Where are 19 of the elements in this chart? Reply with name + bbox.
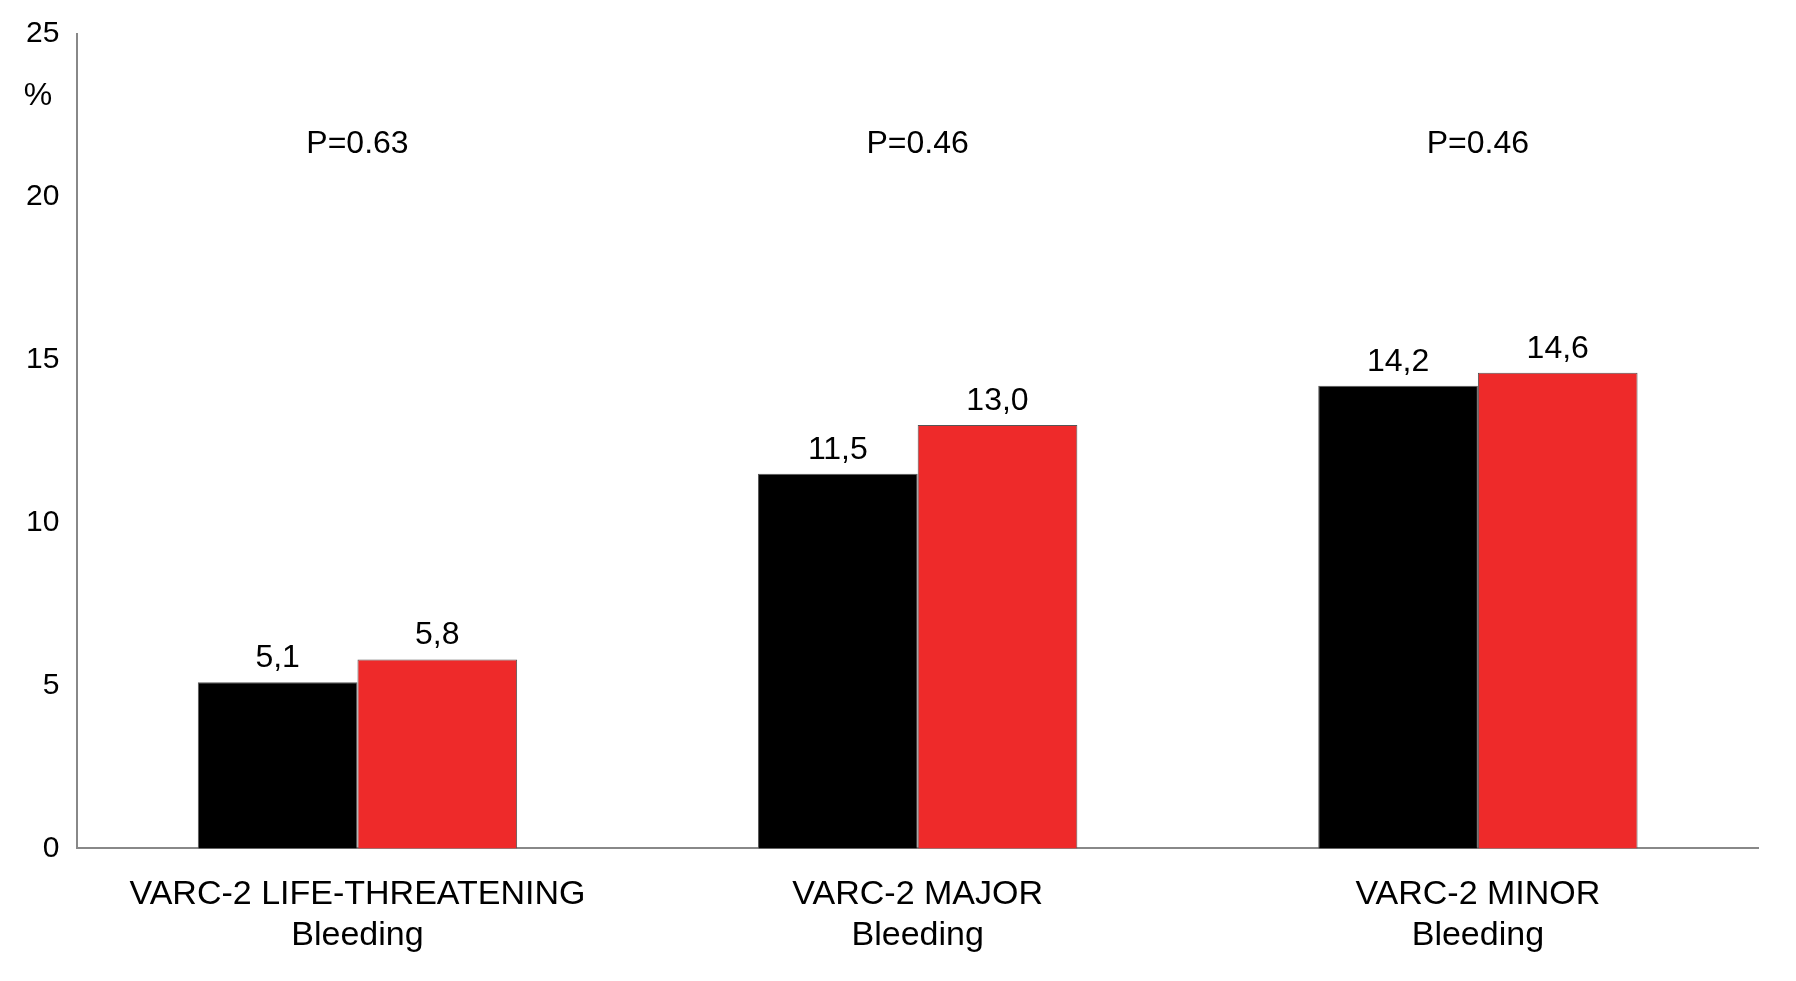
data-label: 11,5 xyxy=(807,429,868,466)
data-label: 13,0 xyxy=(966,380,1029,417)
data-label: 14,6 xyxy=(1526,328,1589,365)
data-label: 5,8 xyxy=(415,615,460,652)
x-tick-label: VARC-2 LIFE-THREATENING Bleeding xyxy=(129,873,586,952)
data-label: 5,1 xyxy=(255,638,300,675)
y-tick-label: 25 xyxy=(25,15,60,49)
y-tick-label: 15 xyxy=(25,341,60,375)
annotation: P=0.63 xyxy=(306,123,409,160)
y-tick-label: 5 xyxy=(42,666,60,700)
x-tick-label: VARC-2 MINOR Bleeding xyxy=(1355,873,1601,952)
x-tick-label: VARC-2 MAJOR Bleeding xyxy=(792,873,1043,952)
annotation: P=0.46 xyxy=(1426,123,1530,160)
y-tick-label: 20 xyxy=(25,178,60,212)
y-axis-title: % xyxy=(23,75,53,112)
annotation: P=0.46 xyxy=(866,123,969,160)
y-tick-label: 10 xyxy=(25,503,60,537)
data-label: 14,2 xyxy=(1366,341,1430,378)
y-tick-label: 0 xyxy=(42,829,60,863)
